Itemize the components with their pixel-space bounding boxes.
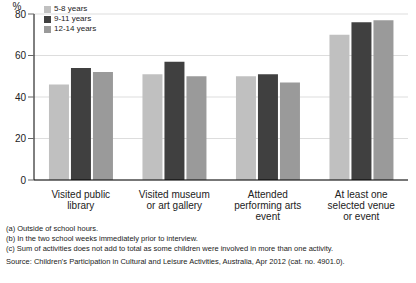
svg-text:60: 60 — [15, 50, 27, 61]
svg-text:or art gallery: or art gallery — [146, 200, 202, 211]
html-text:9-11 years: 9-11 years — [54, 14, 92, 23]
svg-text:library: library — [67, 200, 94, 211]
svg-text:Visited museum: Visited museum — [139, 189, 210, 200]
html-text:Source: Children's Participati: Source: Children's Participation in Cult… — [6, 257, 345, 266]
svg-text:At least one: At least one — [335, 189, 388, 200]
svg-text:80: 80 — [14, 8, 26, 20]
svg-text:20: 20 — [15, 133, 27, 144]
html-text:5-8 years: 5-8 years — [54, 4, 88, 13]
html-text:(b) In the two school weeks im: (b) In the two school weeks immediately … — [6, 234, 198, 243]
svg-text:Attended: Attended — [248, 189, 288, 200]
svg-text:performing arts: performing arts — [234, 200, 301, 211]
svg-text:0: 0 — [20, 175, 26, 186]
svg-text:event: event — [256, 211, 281, 222]
html-text:12-14 years: 12-14 years — [54, 24, 97, 33]
svg-text:%: % — [13, 1, 22, 12]
svg-text:40: 40 — [15, 92, 27, 103]
html-text:(a) Outside of school hours.: (a) Outside of school hours. — [6, 224, 99, 233]
svg-text:selected venue: selected venue — [328, 200, 396, 211]
html-text:(c) Sum of activities does not: (c) Sum of activities does not add to to… — [6, 244, 334, 253]
svg-text:or event: or event — [343, 211, 379, 222]
svg-text:Visited public: Visited public — [51, 189, 110, 200]
